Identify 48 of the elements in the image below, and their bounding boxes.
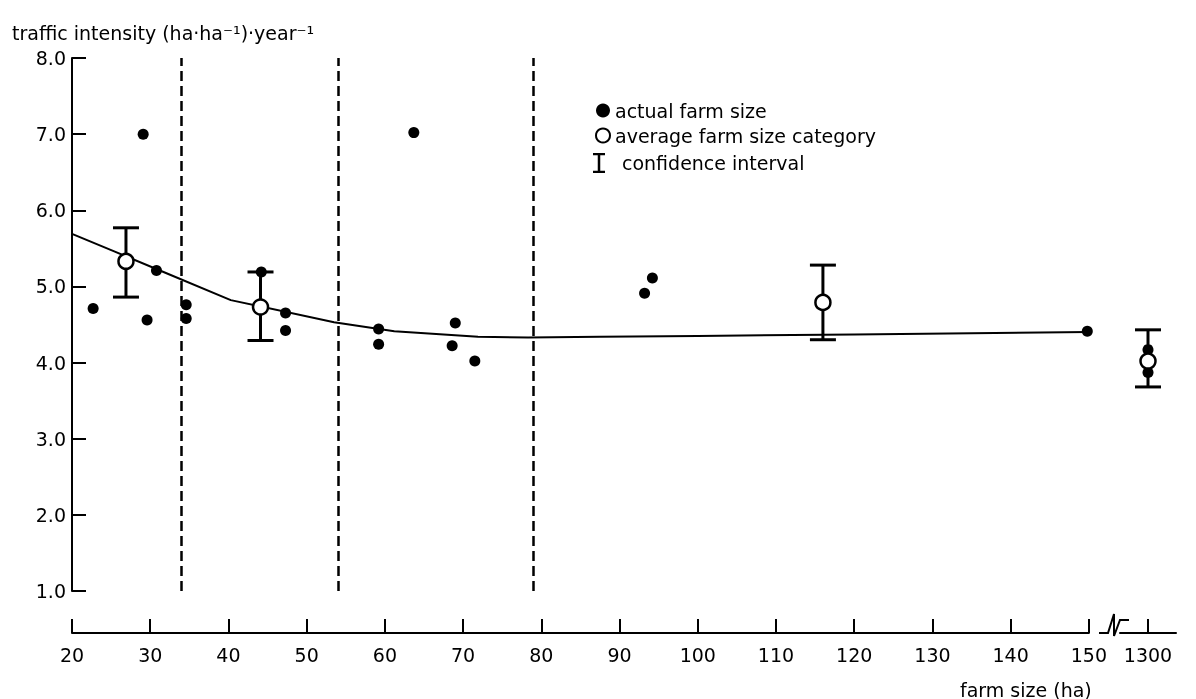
point [150,264,162,276]
legend-label: actual farm size [615,99,767,122]
point [373,338,385,350]
point [646,272,658,284]
x-tick-label: 150 [1070,643,1107,666]
point [255,266,267,278]
point [814,293,832,312]
point [117,252,135,271]
point [180,299,192,311]
y-tick-label: 6.0 [35,199,66,222]
y-tick-label: 2.0 [35,503,66,526]
x-axis-title: farm size (ha) [960,678,1092,699]
y-tick-label: 4.0 [35,351,66,374]
x-tick-label: 110 [757,643,795,666]
x-tick-label: 30 [138,643,163,666]
y-tick-label: 8.0 [35,47,66,69]
point [280,325,292,337]
point [137,128,149,140]
point [1081,325,1093,337]
point [469,355,481,367]
x-tick-label: 140 [992,643,1029,666]
point [639,287,651,299]
point [251,298,270,316]
y-axis-title: traffic intensity (ha·ha⁻¹)·year⁻¹ [12,21,315,44]
x-tick-label: 40 [216,643,241,666]
point [408,127,420,139]
point [141,314,153,326]
x-tick-label: 80 [529,643,554,666]
x-tick-label: 130 [914,643,951,666]
x-tick-label: 20 [59,643,85,666]
x-tick-label: 100 [679,643,716,666]
y-tick-label: 5.0 [35,275,66,298]
point [446,340,458,352]
y-tick-label: 3.0 [35,427,66,450]
annotation: confidence interval [622,152,805,174]
x-tick-label: 90 [607,643,632,666]
point [373,323,385,335]
point [87,303,99,315]
legend-label: average farm size category [615,124,877,147]
point [449,317,461,329]
x-tick-label: 120 [836,643,873,666]
x-tick-label: 70 [451,643,476,666]
x-tick-label: 1300 [1123,643,1173,666]
y-tick-label: 7.0 [35,123,66,146]
x-tick-label: 60 [372,643,397,666]
y-tick-label: 1.0 [35,580,66,602]
point [280,307,292,319]
x-tick-label: 50 [294,643,319,666]
